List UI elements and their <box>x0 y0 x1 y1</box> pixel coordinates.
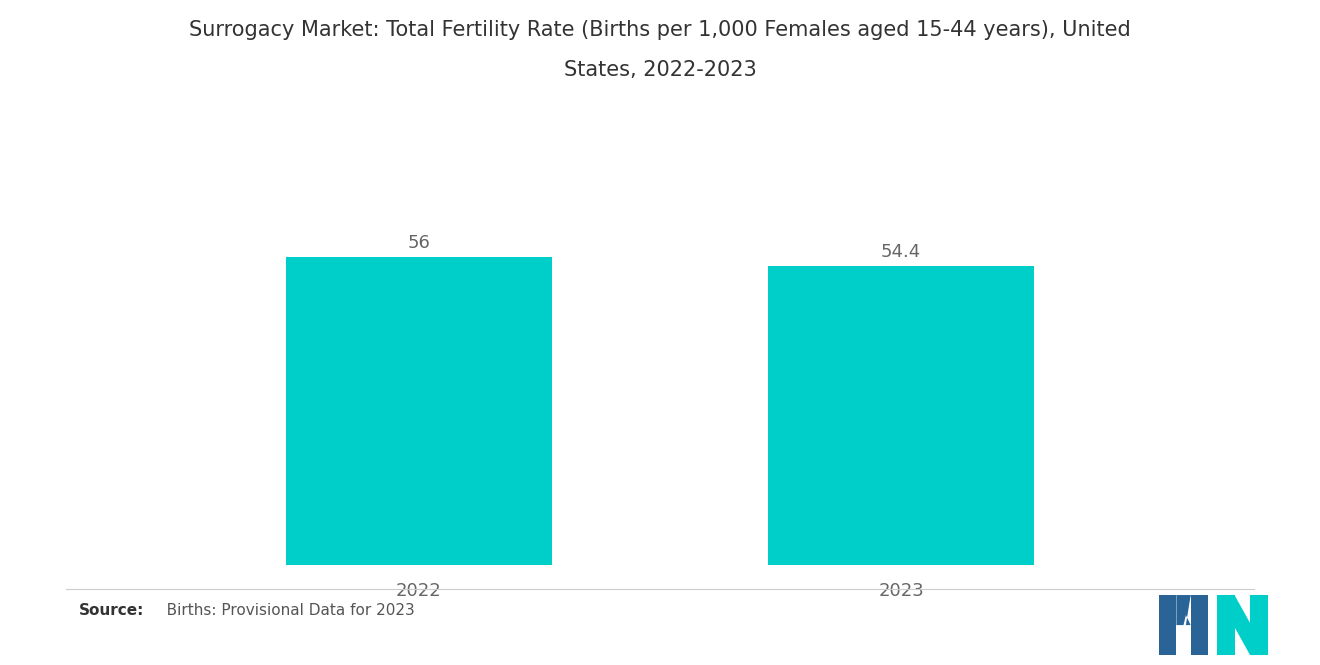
Bar <box>768 265 1034 565</box>
Polygon shape <box>1159 595 1176 655</box>
Text: Births: Provisional Data for 2023: Births: Provisional Data for 2023 <box>152 603 414 618</box>
Polygon shape <box>1217 595 1267 655</box>
Text: Surrogacy Market: Total Fertility Rate (Births per 1,000 Females aged 15-44 year: Surrogacy Market: Total Fertility Rate (… <box>189 20 1131 40</box>
Polygon shape <box>1191 595 1209 655</box>
Polygon shape <box>1217 595 1234 655</box>
Text: 54.4: 54.4 <box>880 243 921 261</box>
Polygon shape <box>1176 595 1191 625</box>
Text: Source:: Source: <box>79 603 145 618</box>
Polygon shape <box>1176 595 1191 625</box>
Text: 56: 56 <box>408 234 430 252</box>
Text: States, 2022-2023: States, 2022-2023 <box>564 60 756 80</box>
Polygon shape <box>1250 595 1267 655</box>
Bar <box>286 257 552 565</box>
